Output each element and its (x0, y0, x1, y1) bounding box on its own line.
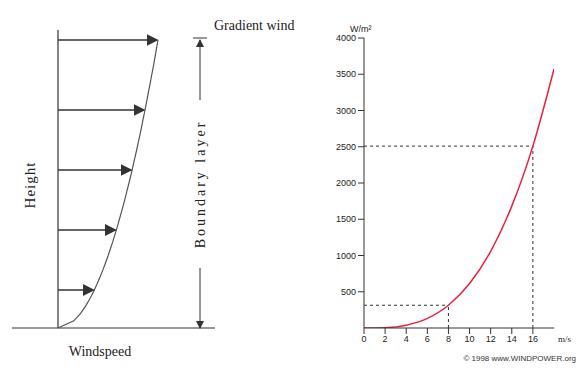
svg-text:m/s: m/s (558, 334, 572, 344)
svg-text:3000: 3000 (336, 106, 356, 116)
svg-text:2: 2 (383, 334, 388, 344)
svg-text:Height: Height (22, 162, 38, 209)
svg-text:Gradient wind: Gradient wind (214, 18, 294, 33)
html-text:© 1998 www.WINDPOWER.org: © 1998 www.WINDPOWER.org (463, 354, 576, 363)
svg-text:16: 16 (528, 334, 538, 344)
svg-text:3500: 3500 (336, 69, 356, 79)
svg-text:Boundary layer: Boundary layer (193, 120, 208, 249)
svg-text:10: 10 (465, 334, 475, 344)
svg-text:1500: 1500 (336, 214, 356, 224)
svg-text:2000: 2000 (336, 178, 356, 188)
svg-text:Windspeed: Windspeed (69, 344, 131, 359)
svg-text:6: 6 (425, 334, 430, 344)
svg-text:8: 8 (446, 334, 451, 344)
svg-text:12: 12 (486, 334, 496, 344)
svg-text:500: 500 (341, 287, 356, 297)
svg-text:1000: 1000 (336, 251, 356, 261)
svg-text:4: 4 (404, 334, 409, 344)
svg-text:4000: 4000 (336, 33, 356, 43)
svg-text:2500: 2500 (336, 142, 356, 152)
svg-text:14: 14 (507, 334, 517, 344)
svg-text:0: 0 (361, 334, 366, 344)
html-text:W/m²: W/m² (350, 24, 372, 34)
